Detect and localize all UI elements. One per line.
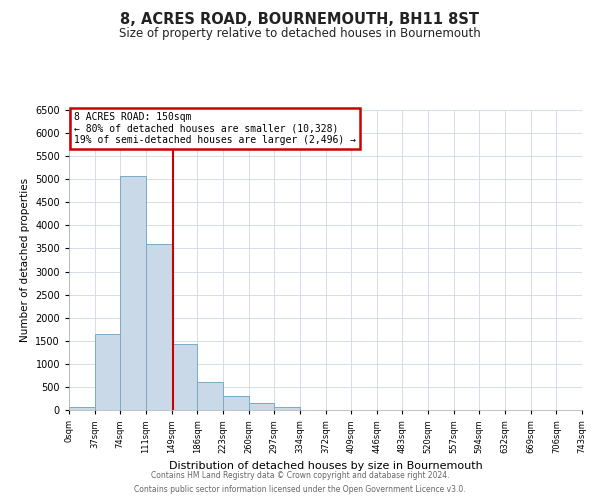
Bar	[274, 407, 299, 410]
Text: 8 ACRES ROAD: 150sqm
← 80% of detached houses are smaller (10,328)
19% of semi-d: 8 ACRES ROAD: 150sqm ← 80% of detached h…	[74, 112, 356, 144]
X-axis label: Distribution of detached houses by size in Bournemouth: Distribution of detached houses by size …	[169, 461, 482, 471]
Bar	[197, 382, 223, 410]
Text: Contains HM Land Registry data © Crown copyright and database right 2024.: Contains HM Land Registry data © Crown c…	[151, 472, 449, 480]
Bar	[248, 404, 274, 410]
Bar	[146, 244, 172, 410]
Text: Size of property relative to detached houses in Bournemouth: Size of property relative to detached ho…	[119, 28, 481, 40]
Text: 8, ACRES ROAD, BOURNEMOUTH, BH11 8ST: 8, ACRES ROAD, BOURNEMOUTH, BH11 8ST	[121, 12, 479, 28]
Bar	[95, 334, 120, 410]
Bar	[120, 176, 146, 410]
Bar	[223, 396, 248, 410]
Text: Contains public sector information licensed under the Open Government Licence v3: Contains public sector information licen…	[134, 484, 466, 494]
Y-axis label: Number of detached properties: Number of detached properties	[20, 178, 29, 342]
Bar	[69, 406, 95, 410]
Bar	[172, 344, 197, 410]
